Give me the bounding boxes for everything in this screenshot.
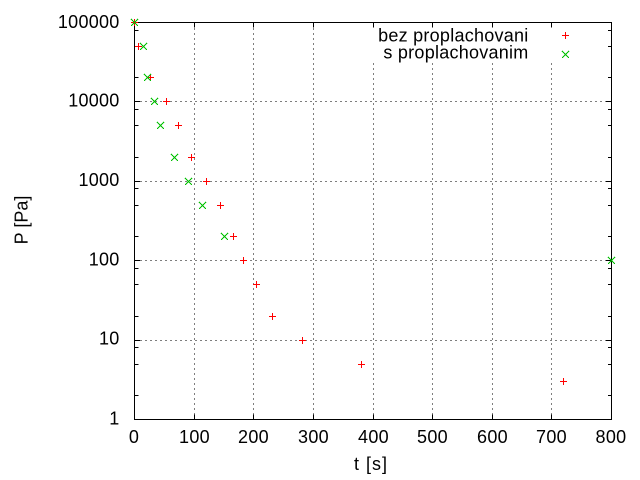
svg-text:200: 200 (238, 427, 269, 447)
svg-text:t [s]: t [s] (354, 454, 388, 474)
svg-text:400: 400 (358, 427, 389, 447)
svg-text:1: 1 (109, 408, 119, 428)
svg-text:s proplachovanim: s proplachovanim (383, 42, 528, 62)
svg-text:600: 600 (477, 427, 508, 447)
svg-text:0: 0 (129, 427, 139, 447)
svg-text:100: 100 (89, 249, 120, 269)
svg-text:bez proplachovani: bez proplachovani (378, 25, 528, 45)
svg-text:10: 10 (99, 329, 120, 349)
svg-text:100000: 100000 (58, 12, 120, 32)
svg-text:800: 800 (596, 427, 627, 447)
svg-text:10000: 10000 (68, 91, 119, 111)
svg-text:100: 100 (179, 427, 210, 447)
svg-text:P [Pa]: P [Pa] (12, 196, 32, 245)
svg-text:700: 700 (536, 427, 567, 447)
svg-text:1000: 1000 (78, 170, 119, 190)
svg-text:500: 500 (417, 427, 448, 447)
svg-text:300: 300 (298, 427, 329, 447)
